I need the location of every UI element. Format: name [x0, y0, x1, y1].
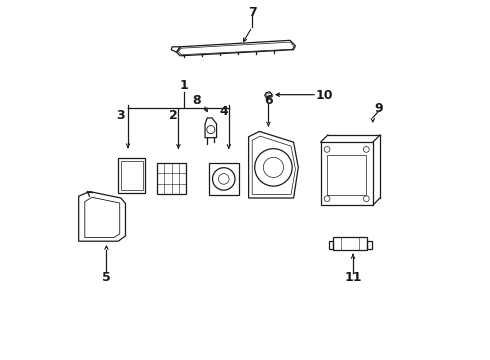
Text: 5: 5 — [102, 271, 111, 284]
Text: 3: 3 — [117, 109, 125, 122]
Text: 1: 1 — [179, 79, 188, 92]
Text: 8: 8 — [192, 94, 201, 107]
Text: 11: 11 — [344, 271, 362, 284]
Text: 10: 10 — [316, 89, 333, 102]
Bar — [118, 158, 145, 193]
Text: 9: 9 — [374, 102, 383, 114]
Text: 7: 7 — [248, 6, 257, 19]
Bar — [368, 241, 372, 249]
Bar — [327, 155, 367, 195]
Text: 4: 4 — [219, 105, 228, 118]
Bar — [333, 237, 368, 250]
Text: 6: 6 — [264, 94, 273, 107]
Text: 2: 2 — [169, 109, 177, 122]
Bar — [121, 161, 143, 190]
Bar — [320, 142, 373, 205]
Bar — [157, 163, 186, 194]
Bar — [328, 241, 333, 249]
Bar — [209, 163, 239, 195]
